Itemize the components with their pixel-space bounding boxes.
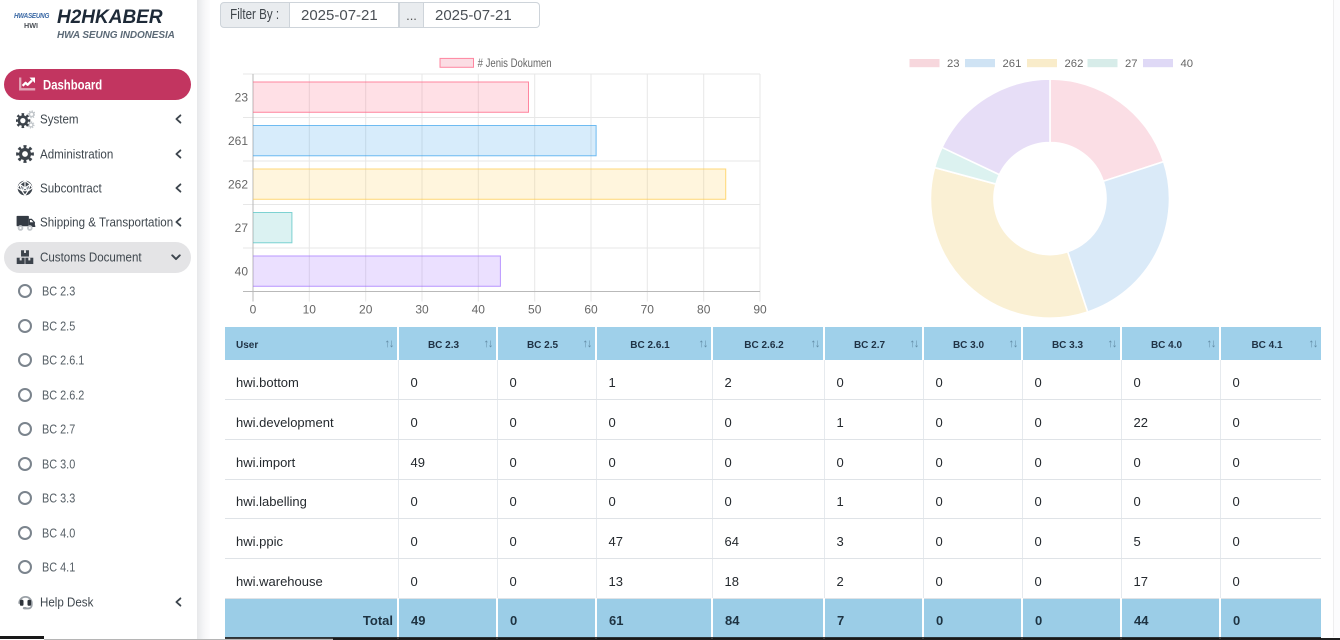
svg-text:0: 0	[250, 303, 257, 317]
svg-text:20: 20	[359, 303, 373, 317]
svg-text:27: 27	[235, 221, 249, 235]
svg-text:40: 40	[235, 265, 249, 279]
svg-text:60: 60	[584, 303, 598, 317]
svg-text:# Jenis Dokumen: # Jenis Dokumen	[478, 58, 552, 70]
svg-text:27: 27	[1125, 58, 1138, 70]
svg-text:90: 90	[753, 303, 767, 317]
svg-text:10: 10	[303, 303, 317, 317]
svg-text:80: 80	[697, 303, 711, 317]
svg-text:40: 40	[1181, 58, 1194, 70]
svg-text:23: 23	[947, 58, 960, 70]
svg-text:70: 70	[641, 303, 655, 317]
svg-text:40: 40	[472, 303, 486, 317]
svg-text:261: 261	[1003, 58, 1022, 70]
svg-text:262: 262	[228, 178, 248, 192]
svg-text:261: 261	[228, 134, 248, 148]
svg-text:262: 262	[1065, 58, 1084, 70]
svg-text:23: 23	[235, 91, 249, 105]
svg-text:30: 30	[415, 303, 429, 317]
svg-text:50: 50	[528, 303, 542, 317]
